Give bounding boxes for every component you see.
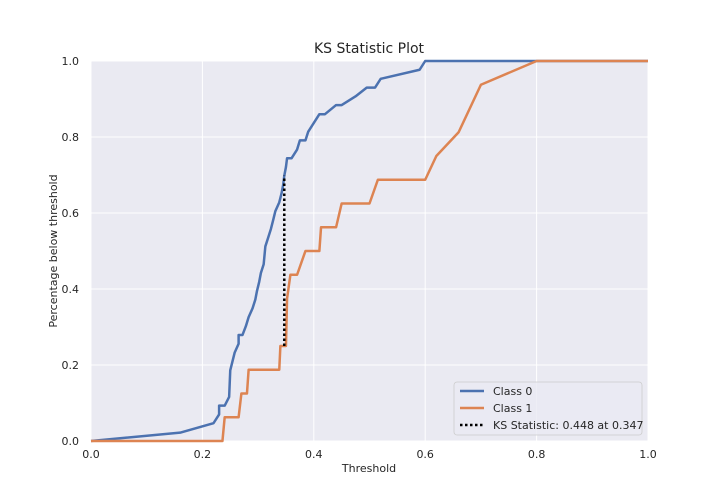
x-tick-label: 0.6 xyxy=(416,448,434,461)
y-tick-label: 0.2 xyxy=(62,359,80,372)
x-axis-label: Threshold xyxy=(341,462,396,475)
plot-area xyxy=(91,61,648,441)
x-tick-labels: 0.0 0.2 0.4 0.6 0.8 1.0 xyxy=(82,448,657,461)
y-tick-label: 1.0 xyxy=(62,55,80,68)
legend-label-class-1: Class 1 xyxy=(493,402,532,415)
chart-title: KS Statistic Plot xyxy=(314,41,425,57)
series-line-class-1 xyxy=(91,59,648,443)
y-tick-label: 0.8 xyxy=(62,131,80,144)
series-line-class-0 xyxy=(90,59,648,443)
y-tick-label: 0.6 xyxy=(62,207,80,220)
x-tick-label: 1.0 xyxy=(639,448,657,461)
legend-label-class-0: Class 0 xyxy=(493,385,532,398)
y-tick-label: 0.0 xyxy=(62,435,80,448)
y-tick-labels: 0.0 0.2 0.4 0.6 0.8 1.0 xyxy=(62,55,80,448)
legend-box xyxy=(453,381,643,436)
x-tick-label: 0.4 xyxy=(305,448,323,461)
x-tick-label: 0.2 xyxy=(194,448,212,461)
legend-label-ks-statistic: KS Statistic: 0.448 at 0.347 xyxy=(493,419,643,432)
series-lines xyxy=(90,59,648,443)
y-axis-label: Percentage below threshold xyxy=(47,174,60,327)
x-tick-label: 0.8 xyxy=(528,448,546,461)
legend: Class 0 Class 1 KS Statistic: 0.448 at 0… xyxy=(453,381,643,436)
y-tick-label: 0.4 xyxy=(62,283,80,296)
x-tick-label: 0.0 xyxy=(82,448,100,461)
